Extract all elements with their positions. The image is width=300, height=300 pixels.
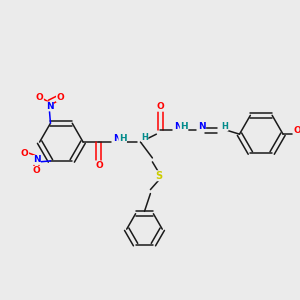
Text: N: N: [174, 122, 182, 131]
Text: O: O: [36, 93, 43, 102]
Text: O: O: [156, 102, 164, 111]
Text: H: H: [221, 122, 228, 131]
Text: S: S: [155, 171, 162, 181]
Text: N: N: [33, 155, 41, 164]
Text: O: O: [95, 161, 103, 170]
Text: O: O: [33, 166, 41, 175]
Text: H: H: [141, 133, 148, 142]
Text: O: O: [21, 148, 28, 158]
Text: N: N: [113, 134, 121, 142]
Text: N: N: [46, 102, 53, 111]
Text: O: O: [56, 93, 64, 102]
Text: O: O: [293, 126, 300, 135]
Text: N: N: [198, 122, 206, 131]
Text: H: H: [119, 134, 127, 142]
Text: H: H: [180, 122, 188, 131]
